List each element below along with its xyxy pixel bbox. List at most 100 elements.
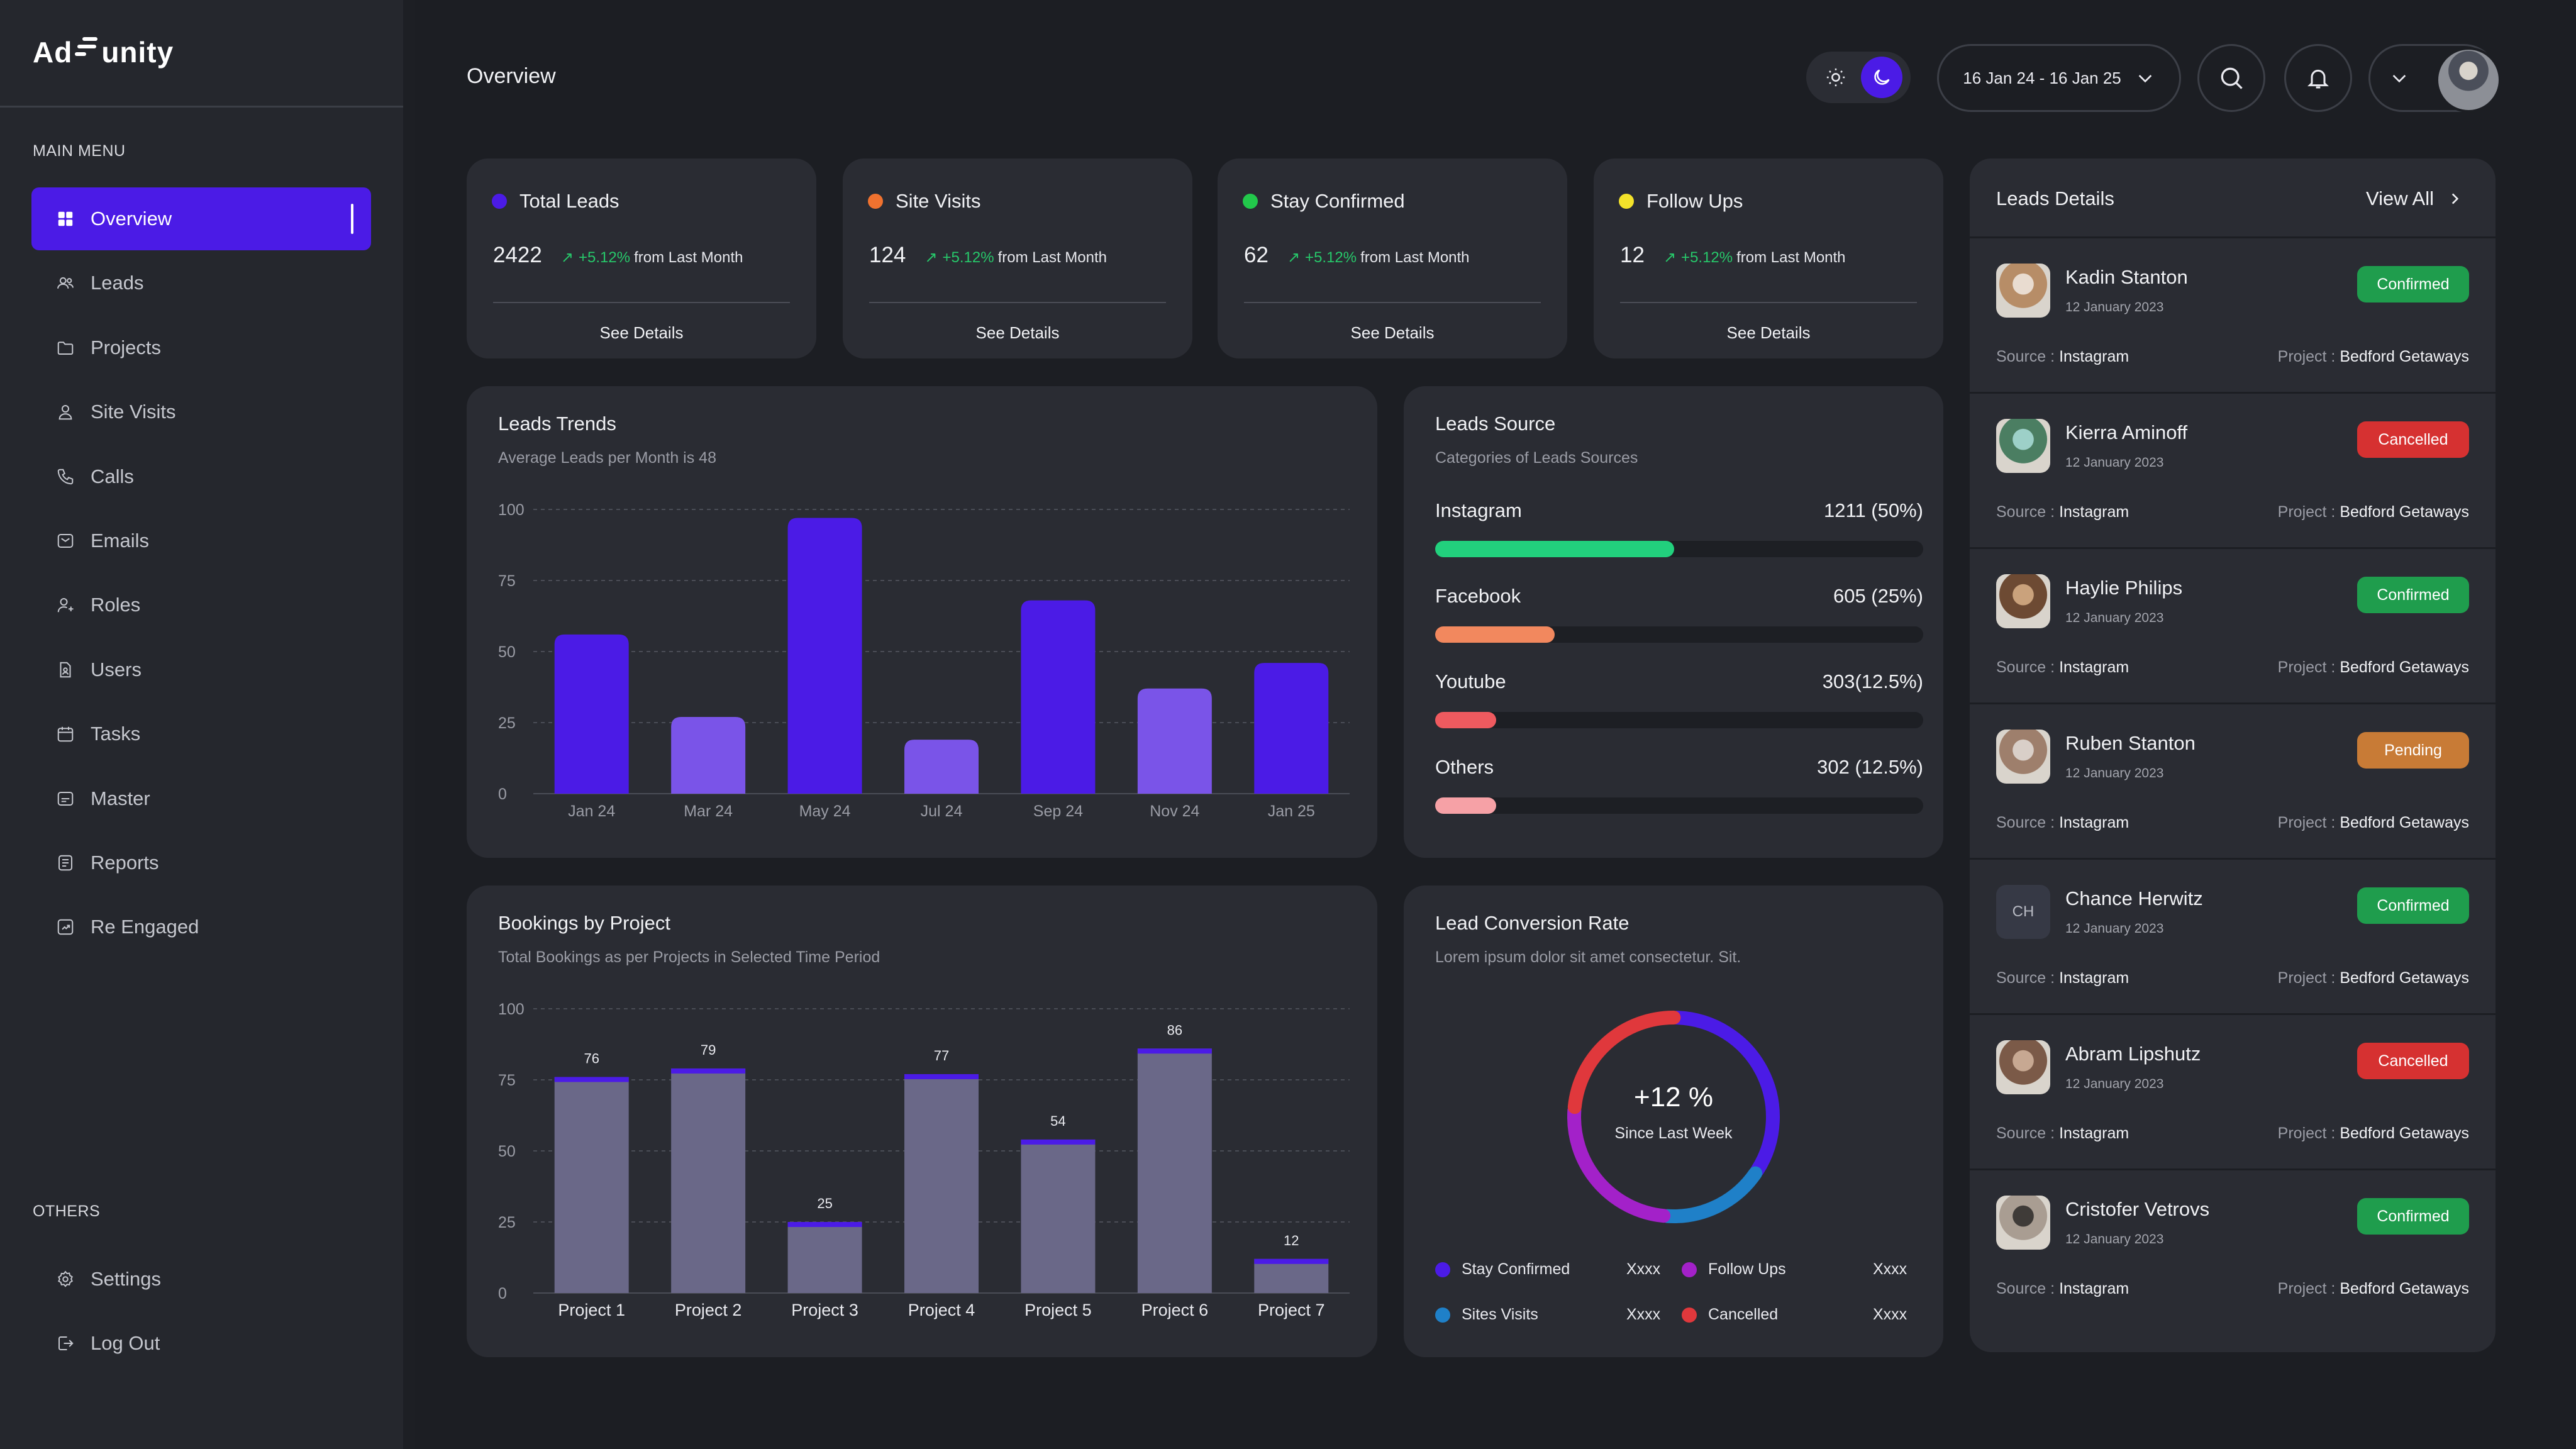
lead-row[interactable]: Kierra Aminoff 12 January 2023 Cancelled…	[1970, 392, 2496, 547]
source-value: Instagram	[2059, 1280, 2129, 1297]
bar[interactable]	[1021, 600, 1096, 794]
sidebar-item-label: Users	[91, 658, 142, 680]
bar[interactable]	[1254, 1258, 1329, 1293]
see-details-link[interactable]: See Details	[599, 323, 684, 342]
sidebar-item-roles[interactable]: Roles	[31, 574, 371, 636]
x-tick-label: Jul 24	[921, 802, 963, 820]
sidebar-item-log-out[interactable]: Log Out	[31, 1312, 371, 1375]
donut-segment-stay-confirmed[interactable]	[1670, 1011, 1780, 1177]
bar[interactable]	[904, 740, 979, 794]
lead-date: 12 January 2023	[2065, 1077, 2164, 1091]
bar-cap	[1254, 1258, 1329, 1264]
date-range-picker[interactable]: 16 Jan 24 - 16 Jan 25	[1937, 44, 2181, 112]
stat-title: Follow Ups	[1619, 190, 1743, 213]
lead-row[interactable]: Abram Lipshutz 12 January 2023 Cancelled…	[1970, 1013, 2496, 1169]
moon-icon	[1874, 69, 1890, 85]
bar[interactable]	[787, 518, 862, 794]
y-tick-label: 100	[498, 1001, 525, 1018]
sidebar-item-settings[interactable]: Settings	[31, 1248, 371, 1311]
notifications-button[interactable]	[2284, 44, 2352, 112]
search-button[interactable]	[2197, 44, 2265, 112]
y-tick-label: 75	[498, 572, 516, 590]
stat-value: 12	[1620, 243, 1645, 267]
sidebar-item-projects[interactable]: Projects	[31, 316, 371, 379]
sidebar-item-users[interactable]: Users	[31, 638, 371, 701]
bar[interactable]	[554, 634, 629, 794]
leads-trends-chart: 0 25 50 75 100 Jan 24 Mar 24 May 24 Jul 24 Sep 24…	[498, 501, 1350, 820]
lead-row[interactable]: Cristofer Vetrovs 12 January 2023 Confir…	[1970, 1169, 2496, 1324]
donut-segment-follow-ups[interactable]	[1567, 1103, 1671, 1223]
sidebar-item-site-visits[interactable]: Site Visits	[31, 380, 371, 443]
sidebar-item-overview[interactable]: Overview	[31, 187, 371, 250]
lead-row[interactable]: Kadin Stanton 12 January 2023 Confirmed …	[1970, 236, 2496, 392]
light-mode-button[interactable]	[1815, 57, 1857, 98]
sidebar-item-re-engaged[interactable]: Re Engaged	[31, 896, 371, 958]
logo-mark-icon	[75, 36, 99, 57]
lead-name[interactable]: Cristofer Vetrovs	[2065, 1198, 2210, 1220]
main-nav: Overview Leads Projects Site Visits Calls Ema…	[31, 187, 371, 960]
lead-row[interactable]: Haylie Philips 12 January 2023 Confirmed…	[1970, 547, 2496, 702]
donut-segment-cancelled[interactable]	[1567, 1010, 1681, 1114]
lead-source: Source : Instagram	[1996, 814, 2129, 832]
sidebar-divider	[0, 106, 403, 108]
lead-row[interactable]: Ruben Stanton 12 January 2023 Pending So…	[1970, 702, 2496, 858]
lead-name[interactable]: Ruben Stanton	[2065, 732, 2196, 754]
bar-cap	[671, 1068, 746, 1074]
lead-name[interactable]: Abram Lipshutz	[2065, 1043, 2201, 1065]
stat-change: ↗ +5.12%	[1287, 248, 1357, 267]
status-badge: Pending	[2357, 732, 2469, 769]
others-nav: Settings Log Out	[31, 1248, 371, 1377]
sidebar-item-calls[interactable]: Calls	[31, 445, 371, 508]
sidebar-item-reports[interactable]: Reports	[31, 831, 371, 894]
folder-icon	[55, 338, 75, 358]
main-menu-label: MAIN MENU	[33, 142, 126, 160]
bar[interactable]	[1137, 688, 1212, 794]
sidebar-item-emails[interactable]: Emails	[31, 509, 371, 572]
bar[interactable]	[671, 716, 746, 794]
bar[interactable]	[1254, 663, 1329, 794]
theme-toggle[interactable]	[1806, 52, 1911, 103]
lead-name[interactable]: Kierra Aminoff	[2065, 421, 2188, 443]
sidebar-item-tasks[interactable]: Tasks	[31, 702, 371, 765]
lead-name[interactable]: Haylie Philips	[2065, 577, 2183, 599]
bar[interactable]	[671, 1068, 746, 1293]
source-label: Source :	[1996, 503, 2055, 521]
stat-title: Stay Confirmed	[1243, 190, 1405, 213]
page-title: Overview	[467, 64, 556, 88]
see-details-link[interactable]: See Details	[975, 323, 1060, 342]
lead-name[interactable]: Chance Herwitz	[2065, 887, 2203, 909]
see-details-link[interactable]: See Details	[1726, 323, 1811, 342]
source-label: Source :	[1996, 348, 2055, 365]
user-avatar[interactable]	[2436, 47, 2501, 113]
bar[interactable]	[554, 1077, 629, 1293]
leads-source-title: Leads Source	[1435, 413, 1556, 435]
source-value: Instagram	[2059, 658, 2129, 676]
profile-menu[interactable]	[2368, 44, 2501, 113]
sidebar-item-label: Calls	[91, 465, 134, 487]
stat-from-text: from Last Month	[997, 249, 1107, 266]
bar[interactable]	[1021, 1139, 1096, 1293]
bar-value-label: 77	[934, 1048, 949, 1063]
see-details-link[interactable]: See Details	[1350, 323, 1435, 342]
sidebar: Ad unity MAIN MENU Overview Leads Projects S…	[0, 0, 403, 1449]
donut-segment-sites-visits[interactable]	[1660, 1166, 1763, 1223]
sidebar-item-master[interactable]: Master	[31, 767, 371, 830]
lead-name[interactable]: Kadin Stanton	[2065, 266, 2188, 288]
bar[interactable]	[787, 1222, 862, 1293]
legend-value: Xxxx	[1873, 1306, 1907, 1323]
x-tick-label: Mar 24	[684, 802, 733, 820]
sidebar-item-leads[interactable]: Leads	[31, 252, 371, 314]
status-dot-icon	[1619, 194, 1634, 209]
status-dot-icon	[492, 194, 507, 209]
brand-logo[interactable]: Ad unity	[33, 35, 174, 69]
x-tick-label: Jan 25	[1268, 802, 1315, 820]
chevron-down-icon	[2392, 75, 2406, 83]
view-all-link[interactable]: View All	[2366, 187, 2463, 210]
y-tick-label: 0	[498, 786, 507, 803]
bar[interactable]	[904, 1074, 979, 1293]
bar[interactable]	[1137, 1048, 1212, 1293]
dark-mode-button[interactable]	[1860, 57, 1902, 98]
avatar	[1996, 574, 2050, 628]
lead-project: Project : Bedford Getaways	[2278, 658, 2469, 677]
lead-row[interactable]: CH Chance Herwitz 12 January 2023 Confir…	[1970, 858, 2496, 1013]
